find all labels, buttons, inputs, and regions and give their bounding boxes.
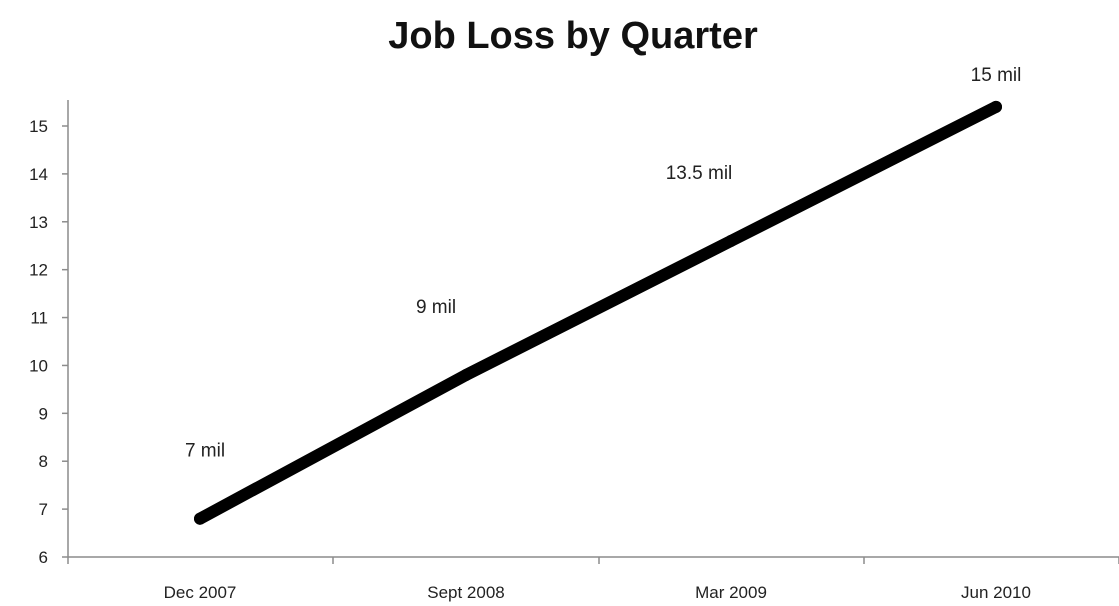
y-tick-label: 6: [39, 548, 48, 567]
y-tick-label: 9: [39, 404, 48, 423]
data-label: 15 mil: [971, 65, 1022, 86]
y-tick-label: 8: [39, 452, 48, 471]
y-tick-label: 15: [29, 117, 48, 136]
data-label-layer: 7 mil 9 mil 13.5 mil 15 mil: [185, 65, 1021, 462]
data-label: 13.5 mil: [666, 163, 733, 184]
y-tick-label: 13: [29, 213, 48, 232]
y-tick-label: 11: [30, 309, 48, 328]
x-tick-label: Mar 2009: [695, 583, 767, 602]
series-layer: [194, 100, 1002, 525]
data-point: [194, 512, 206, 525]
y-tick-label: 14: [29, 165, 48, 184]
x-axis: Dec 2007 Sept 2008 Mar 2009 Jun 2010: [67, 556, 1119, 602]
y-axis: 6 7 8 9 10 11 12 13 14 15: [29, 100, 69, 567]
y-tick-label: 7: [39, 500, 48, 519]
series-line: [194, 100, 1002, 525]
y-tick-label: 12: [29, 261, 48, 280]
data-label: 9 mil: [416, 297, 456, 318]
x-tick-label: Dec 2007: [164, 583, 237, 602]
y-tick-label: 10: [29, 356, 48, 375]
x-tick-label: Jun 2010: [961, 583, 1031, 602]
chart-title: Job Loss by Quarter: [388, 15, 758, 57]
x-tick-label: Sept 2008: [427, 583, 505, 602]
data-point: [990, 100, 1002, 113]
data-point: [460, 369, 472, 382]
data-point: [725, 234, 737, 247]
data-label: 7 mil: [185, 441, 225, 462]
